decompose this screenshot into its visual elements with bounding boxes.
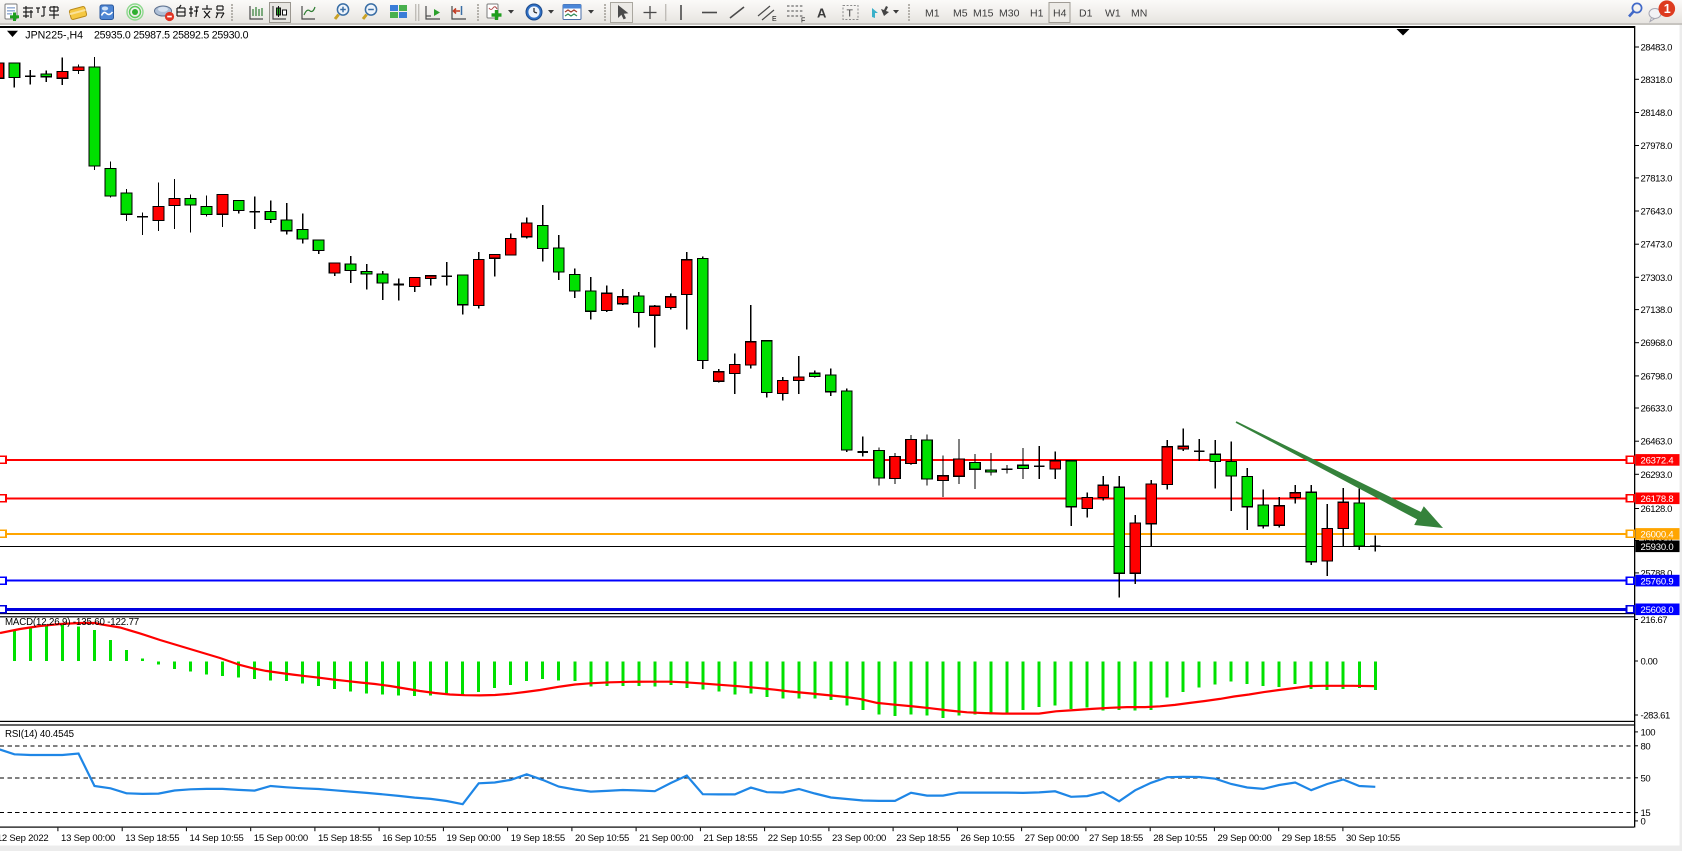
svg-text:14 Sep 10:55: 14 Sep 10:55: [190, 833, 244, 844]
svg-text:W1: W1: [1105, 8, 1121, 20]
svg-text:-283.61: -283.61: [1641, 711, 1671, 722]
svg-text:F: F: [801, 18, 805, 25]
svg-text:28 Sep 10:55: 28 Sep 10:55: [1153, 833, 1207, 844]
svg-text:21 Sep 00:00: 21 Sep 00:00: [639, 833, 693, 844]
svg-text:25760.9: 25760.9: [1641, 576, 1674, 587]
svg-text:15 Sep 18:55: 15 Sep 18:55: [318, 833, 372, 844]
svg-text:25608.0: 25608.0: [1641, 605, 1674, 616]
svg-text:19 Sep 00:00: 19 Sep 00:00: [447, 833, 501, 844]
svg-text:0: 0: [1641, 816, 1646, 827]
svg-text:30 Sep 10:55: 30 Sep 10:55: [1346, 833, 1400, 844]
svg-text:M30: M30: [999, 8, 1020, 20]
svg-text:27473.0: 27473.0: [1641, 240, 1673, 251]
svg-text:E: E: [772, 16, 777, 23]
svg-text:21 Sep 18:55: 21 Sep 18:55: [704, 833, 758, 844]
svg-text:MN: MN: [1131, 8, 1147, 20]
svg-text:23 Sep 18:55: 23 Sep 18:55: [896, 833, 950, 844]
svg-text:28483.0: 28483.0: [1641, 43, 1673, 54]
svg-text:27138.0: 27138.0: [1641, 305, 1673, 316]
svg-text:M1: M1: [925, 8, 940, 20]
svg-text:D1: D1: [1079, 8, 1093, 20]
svg-text:19 Sep 18:55: 19 Sep 18:55: [511, 833, 565, 844]
svg-text:H1: H1: [1030, 8, 1044, 20]
svg-text:25788.0: 25788.0: [1641, 568, 1673, 579]
svg-text:27 Sep 18:55: 27 Sep 18:55: [1089, 833, 1143, 844]
svg-text:26633.0: 26633.0: [1641, 404, 1673, 415]
svg-text:26 Sep 10:55: 26 Sep 10:55: [961, 833, 1015, 844]
svg-text:27643.0: 27643.0: [1641, 207, 1673, 218]
svg-text:29 Sep 00:00: 29 Sep 00:00: [1218, 833, 1272, 844]
svg-text:26293.0: 26293.0: [1641, 470, 1673, 481]
svg-text:M15: M15: [973, 8, 994, 20]
svg-text:A: A: [817, 6, 827, 21]
svg-text:29 Sep 18:55: 29 Sep 18:55: [1282, 833, 1336, 844]
svg-text:M5: M5: [953, 8, 968, 20]
svg-text:26968.0: 26968.0: [1641, 338, 1673, 349]
svg-text:26000.4: 26000.4: [1641, 530, 1674, 541]
svg-text:25930.0: 25930.0: [1641, 542, 1674, 553]
svg-text:20 Sep 10:55: 20 Sep 10:55: [575, 833, 629, 844]
svg-text:23 Sep 00:00: 23 Sep 00:00: [832, 833, 886, 844]
svg-text:26372.4: 26372.4: [1641, 456, 1674, 467]
svg-text:JPN225-,H4: JPN225-,H4: [25, 30, 83, 42]
svg-text:16 Sep 10:55: 16 Sep 10:55: [382, 833, 436, 844]
svg-text:27 Sep 00:00: 27 Sep 00:00: [1025, 833, 1079, 844]
svg-text:50: 50: [1641, 773, 1651, 784]
svg-text:13 Sep 00:00: 13 Sep 00:00: [61, 833, 115, 844]
svg-text:27303.0: 27303.0: [1641, 273, 1673, 284]
svg-text:27813.0: 27813.0: [1641, 173, 1673, 184]
svg-text:22 Sep 10:55: 22 Sep 10:55: [768, 833, 822, 844]
svg-text:100: 100: [1641, 727, 1656, 738]
svg-text:T: T: [847, 8, 854, 20]
svg-text:216.67: 216.67: [1641, 615, 1668, 626]
svg-text:26178.8: 26178.8: [1641, 494, 1674, 505]
svg-text:13 Sep 18:55: 13 Sep 18:55: [125, 833, 179, 844]
svg-text:15: 15: [1641, 808, 1651, 819]
svg-text:H4: H4: [1053, 8, 1067, 20]
svg-text:1: 1: [1664, 2, 1671, 16]
svg-text:27978.0: 27978.0: [1641, 141, 1673, 152]
svg-text:12 Sep 2022: 12 Sep 2022: [0, 833, 48, 844]
svg-text:0.00: 0.00: [1641, 657, 1658, 668]
svg-text:26798.0: 26798.0: [1641, 371, 1673, 382]
svg-text:26463.0: 26463.0: [1641, 437, 1673, 448]
svg-text:RSI(14) 40.4545: RSI(14) 40.4545: [5, 729, 74, 740]
svg-text:15 Sep 00:00: 15 Sep 00:00: [254, 833, 308, 844]
svg-text:MACD(12,26,9) -135.60 -122.77: MACD(12,26,9) -135.60 -122.77: [5, 617, 139, 628]
svg-text:28148.0: 28148.0: [1641, 108, 1673, 119]
svg-text:26128.0: 26128.0: [1641, 504, 1673, 515]
svg-text:25935.0 25987.5 25892.5 25930.: 25935.0 25987.5 25892.5 25930.0: [94, 30, 249, 42]
svg-text:80: 80: [1641, 741, 1651, 752]
svg-text:28318.0: 28318.0: [1641, 75, 1673, 86]
